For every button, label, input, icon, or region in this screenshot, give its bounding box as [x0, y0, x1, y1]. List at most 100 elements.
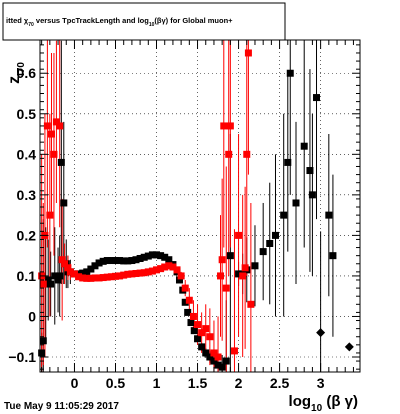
marker-s1-p37 — [169, 263, 177, 271]
marker-s1-p43 — [194, 321, 202, 329]
marker-s0-p30 — [140, 253, 148, 261]
marker-s1-p39 — [177, 272, 185, 280]
marker-s0-p59 — [266, 239, 274, 247]
marker-s0-p42 — [184, 308, 192, 316]
marker-s0-p26 — [124, 257, 132, 265]
x-axis-label-main: log — [289, 393, 312, 410]
marker-s1-p59 — [243, 150, 251, 158]
marker-s1-p15 — [79, 274, 87, 282]
marker-s0-p71 — [329, 252, 337, 260]
marker-s1-p11 — [64, 264, 72, 272]
marker-s0-p35 — [161, 253, 169, 261]
marker-s0-p63 — [286, 69, 294, 77]
x-tick-label: 0 — [71, 375, 79, 391]
marker-s1-p57 — [239, 272, 247, 280]
marker-s0-p41 — [181, 298, 189, 306]
marker-s0-p44 — [190, 327, 198, 335]
y-axis-label: zI70 — [6, 62, 27, 84]
marker-s0-p50 — [214, 361, 222, 369]
marker-s1-p48 — [214, 353, 222, 361]
marker-s0-p22 — [107, 257, 115, 265]
marker-s0-p39 — [175, 276, 183, 284]
marker-s1-p6 — [50, 150, 58, 158]
marker-s0-p7 — [56, 272, 64, 280]
marker-s1-p25 — [120, 271, 128, 279]
x-axis-label-rest: (β γ) — [322, 393, 358, 410]
marker-s0-p53 — [226, 252, 234, 260]
marker-s1-p35 — [161, 263, 169, 271]
marker-s1-p13 — [70, 270, 78, 278]
y-axis-label-sub: I70 — [16, 62, 27, 76]
marker-s0-p17 — [87, 265, 95, 273]
marker-s1-p20 — [99, 274, 107, 282]
marker-s1-p19 — [95, 274, 103, 282]
marker-s0-p5 — [51, 272, 59, 280]
marker-s0-p68 — [313, 94, 321, 102]
axis-ticks — [40, 40, 360, 372]
marker-s1-p16 — [83, 274, 91, 282]
plot-frame — [39, 39, 361, 373]
marker-s1-p30 — [140, 269, 148, 277]
x-tick-labels: 0 0.5 1 1.5 2 2.5 3 — [71, 375, 325, 391]
marker-s1-p41 — [185, 296, 193, 304]
title-pre: itted — [6, 16, 24, 25]
marker-s1-p29 — [136, 269, 144, 277]
marker-s1-p55 — [230, 347, 238, 355]
marker-s0-p21 — [103, 257, 111, 265]
marker-s0-p3 — [44, 276, 52, 284]
marker-s0-p4 — [47, 280, 55, 288]
marker-s0-p8 — [57, 158, 65, 166]
marker-s1-p40 — [181, 284, 189, 292]
y-tick-label: 0.2 — [17, 227, 37, 243]
data-markers — [38, 49, 354, 371]
y-tick-label: −0.1 — [8, 349, 36, 365]
marker-s1-p22 — [107, 273, 115, 281]
marker-s0-p25 — [120, 257, 128, 265]
x-axis-label-sub: 10 — [311, 403, 323, 414]
marker-s1-p17 — [87, 274, 95, 282]
y-tick-label: 0.4 — [17, 146, 37, 162]
marker-s0-p19 — [95, 259, 103, 267]
marker-s0-p27 — [128, 257, 136, 265]
marker-s1-p46 — [206, 333, 214, 341]
marker-s1-p14 — [75, 273, 83, 281]
x-tick-label: 0.5 — [106, 375, 126, 391]
marker-s1-p44 — [198, 329, 206, 337]
marker-s1-p27 — [128, 270, 136, 278]
marker-s1-p42 — [189, 312, 197, 320]
x-tick-label: 1 — [153, 375, 161, 391]
marker-s1-p10 — [61, 260, 69, 268]
marker-s1-p7 — [52, 118, 60, 126]
title-chi-symbol: χ — [24, 16, 29, 25]
marker-s1-p61 — [247, 300, 255, 308]
y-tick-label: 0.6 — [17, 65, 37, 81]
marker-s0-p52 — [222, 357, 230, 365]
marker-s0-p66 — [306, 167, 314, 175]
marker-s1-p12 — [66, 268, 74, 276]
marker-s0-p61 — [280, 211, 288, 219]
marker-s1-p38 — [173, 266, 181, 274]
marker-s0-p23 — [111, 257, 119, 265]
marker-s1-p21 — [103, 273, 111, 281]
marker-s0-p47 — [202, 349, 210, 357]
marker-s0-p1 — [39, 337, 47, 345]
error-bars — [41, 40, 334, 372]
marker-s1-p24 — [116, 272, 124, 280]
title-post: (βγ) for Global muon+ — [154, 16, 233, 25]
marker-s1-p36 — [165, 262, 173, 270]
y-tick-label: 0 — [28, 308, 36, 324]
marker-s1-p1 — [39, 280, 47, 288]
marker-s0-p57 — [251, 262, 259, 270]
marker-s0-p32 — [148, 251, 156, 259]
marker-s1-p53 — [225, 150, 233, 158]
marker-s0-p36 — [165, 256, 173, 264]
marker-s1-p47 — [210, 349, 218, 357]
x-axis-label: log10 (β γ) — [289, 393, 358, 414]
marker-s1-p28 — [132, 269, 140, 277]
y-tick-label: 0.5 — [17, 106, 37, 122]
marker-s0-p48 — [206, 353, 214, 361]
marker-s0-p31 — [144, 252, 152, 260]
marker-s1-p33 — [153, 266, 161, 274]
title-mid: versus TpcTrackLength and log — [34, 16, 149, 25]
